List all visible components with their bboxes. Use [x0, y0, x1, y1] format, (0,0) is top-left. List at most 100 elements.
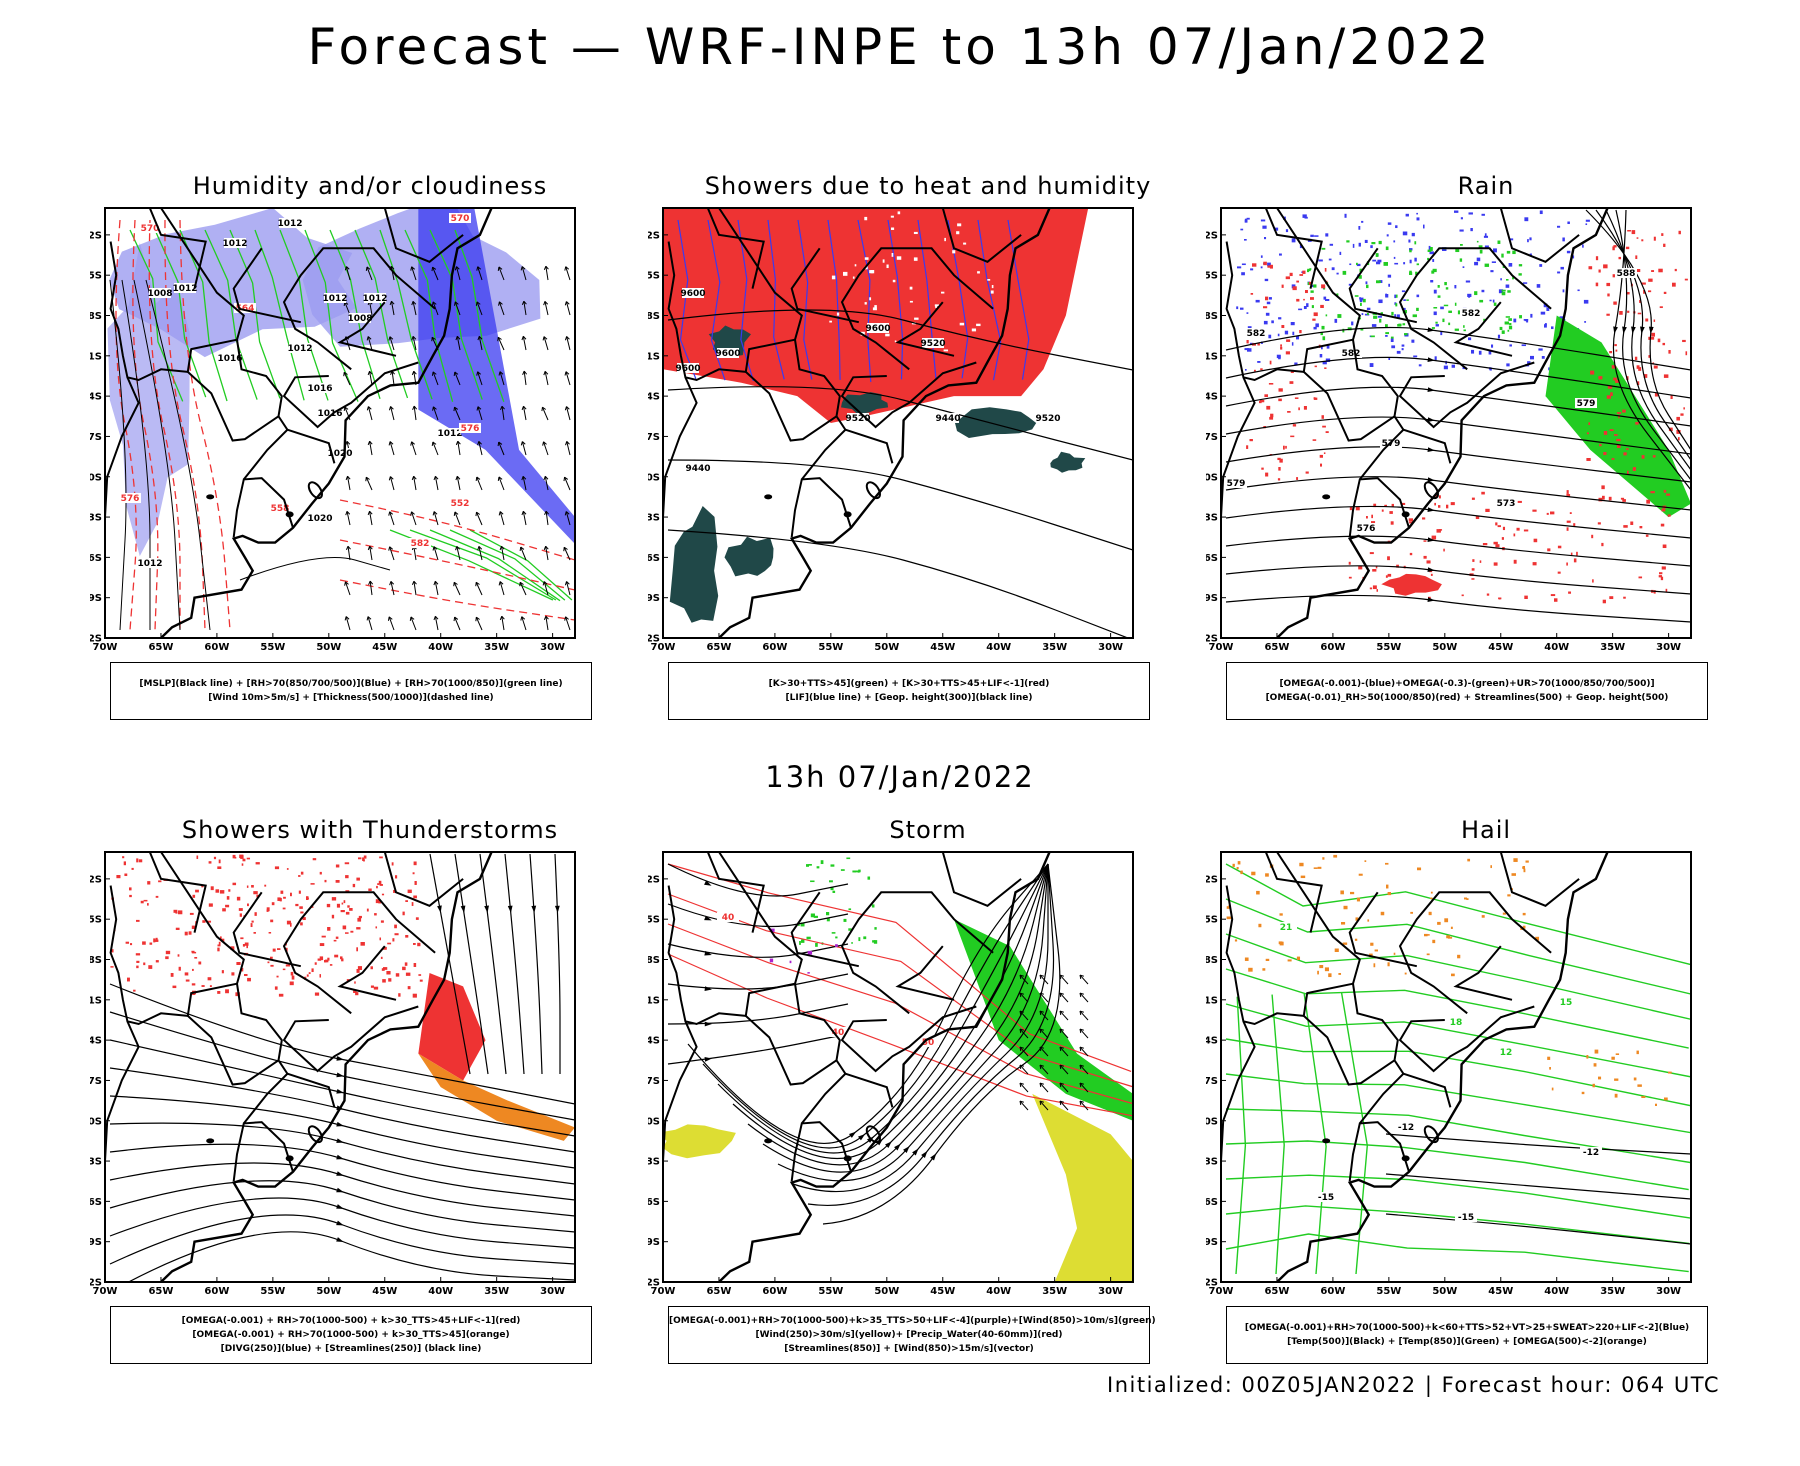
thunderstorm-red-area — [299, 906, 303, 909]
thunderstorm-red-area — [392, 938, 395, 942]
omega-red-precip — [1443, 548, 1445, 552]
omega-blue-precip — [1493, 248, 1497, 253]
omega-red-precip — [1683, 407, 1685, 410]
contour-label: 9520 — [845, 414, 870, 424]
omega-red-precip — [1249, 439, 1253, 442]
thunderstorm-red-area — [343, 900, 346, 904]
streamline-arrow — [336, 1171, 344, 1176]
wind-vector — [1079, 1100, 1089, 1111]
wind-vector — [1019, 1046, 1029, 1057]
thunderstorm-red-area — [413, 963, 417, 967]
omega-blue-precip — [1583, 299, 1589, 304]
contour-label-bg — [349, 313, 371, 323]
wind-vector — [498, 371, 504, 376]
country-border — [718, 852, 847, 1125]
streamline-arrow — [1640, 326, 1645, 334]
thunderstorm-red-area — [125, 941, 130, 944]
lon-tick-label: 35W — [484, 1286, 509, 1297]
wind-vector — [367, 545, 373, 551]
contour-label: 552 — [451, 499, 470, 509]
lat-tick-label: 42S — [648, 634, 660, 645]
wind-vector — [543, 336, 549, 351]
wind-vector — [563, 476, 569, 482]
omega-orange-area — [1428, 911, 1432, 916]
streamline-arrow — [1622, 326, 1627, 334]
omega-orange-area — [1424, 933, 1428, 937]
omega-red-precip — [1659, 306, 1663, 309]
omega-red-precip — [1586, 458, 1591, 461]
wind-vector — [369, 546, 373, 561]
omega-red-precip — [1641, 239, 1644, 242]
thunderstorm-red-area — [379, 856, 383, 859]
lake — [1401, 1155, 1410, 1162]
wind-vector — [1079, 992, 1084, 998]
omega-blue-precip — [1241, 263, 1246, 266]
omega-blue-precip — [1290, 322, 1295, 326]
thunderstorm-red-area — [311, 906, 314, 908]
omega-green-precip — [1455, 248, 1460, 253]
omega-blue-precip — [1416, 217, 1420, 221]
omega-red-precip — [1658, 575, 1662, 578]
streamline — [1225, 594, 1691, 623]
wind-vector — [545, 546, 549, 561]
omega-blue-precip — [1506, 363, 1510, 367]
lon-tick-label: 65W — [148, 1286, 173, 1297]
contour-label: 579 — [1227, 479, 1246, 489]
omega-red-precip — [1532, 509, 1537, 512]
clear-gap — [957, 223, 962, 227]
omega-green-precip — [1443, 304, 1449, 307]
wind-vector — [388, 406, 394, 411]
omega-blue-precip — [1478, 350, 1482, 355]
omega-red-precip — [1668, 350, 1671, 354]
omega-blue-precip — [1359, 297, 1364, 301]
clear-gap — [896, 256, 902, 260]
omega-red-precip — [1663, 291, 1667, 294]
omega-red-precip — [1615, 349, 1618, 352]
contour-label: -12 — [1583, 1148, 1599, 1158]
omega-orange-area — [1340, 890, 1344, 895]
contour-label-bg — [1495, 498, 1517, 508]
wind-vector — [367, 616, 373, 631]
contour-label: 1012 — [172, 284, 197, 294]
lake — [206, 494, 215, 500]
omega-green-precip — [1376, 280, 1380, 284]
omega-blue-precip — [1498, 289, 1504, 294]
contour-label-bg — [309, 513, 331, 523]
omega-blue-precip — [1585, 223, 1588, 226]
lon-tick-label: 50W — [874, 1286, 899, 1297]
rh-green-contour — [379, 229, 433, 400]
country-border — [186, 338, 280, 442]
wind-vector — [433, 511, 439, 526]
streamline-arrow — [336, 1056, 344, 1061]
omega-blue-precip — [1544, 324, 1547, 328]
omega-green-precip — [1406, 299, 1409, 301]
contour-label: 9600 — [675, 364, 700, 374]
clear-gap — [913, 257, 918, 261]
omega-red-precip — [1294, 397, 1299, 399]
omega-red-precip — [1485, 508, 1490, 512]
streamline-arrow — [1427, 537, 1435, 542]
thunderstorm-red-area — [319, 974, 322, 978]
omega-red-precip — [1682, 339, 1686, 343]
temp500-black-contour — [1385, 1173, 1691, 1200]
omega-green-precip — [1448, 310, 1452, 313]
wind-vector — [1019, 1010, 1029, 1021]
omega-orange-area — [1234, 939, 1238, 942]
wind-vector — [543, 581, 549, 596]
omega-green-precip — [1509, 323, 1512, 326]
panel-thunderstorms: Showers with Thunderstorms12S15S18S21S24… — [90, 816, 650, 1466]
lat-tick-label: 30S — [1206, 1116, 1218, 1127]
omega-blue-precip — [1303, 306, 1307, 310]
contour-label-bg — [219, 353, 241, 363]
omega-red-precip — [1606, 313, 1610, 316]
contour-label-bg — [847, 413, 869, 423]
wind-vector — [1039, 1082, 1049, 1093]
contour-label: 558 — [271, 504, 290, 514]
omega-red-precip — [1296, 477, 1299, 480]
k-tts-teal-area — [1050, 451, 1086, 473]
omega-blue-precip — [1484, 233, 1487, 237]
omega-blue-precip — [1585, 219, 1590, 222]
omega-red-precip — [1436, 529, 1441, 533]
country-border — [1302, 338, 1396, 442]
